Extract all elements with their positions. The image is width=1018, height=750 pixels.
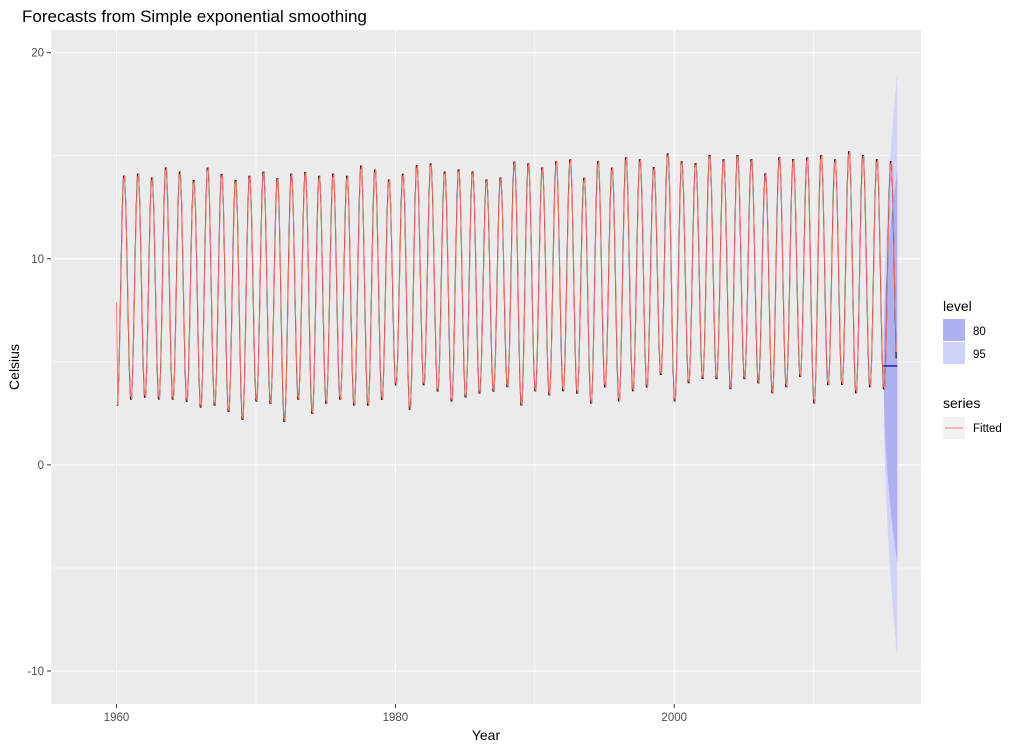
x-tick-label: 1980 [383,712,409,724]
y-axis-title: Celsius [6,344,22,390]
legend-key-80 [943,319,965,341]
y-tick-label: 10 [31,254,44,266]
legend-key-95 [943,342,965,364]
legend-label-fitted: Fitted [973,423,1002,435]
legend-label-95: 95 [973,349,986,361]
axes: 1960 1980 2000 -10 0 10 20 [27,48,687,724]
x-axis-title: Year [472,727,501,743]
legend-level-title: level [943,298,972,314]
y-tick-label: 20 [31,48,44,60]
x-tick-label: 2000 [661,712,687,724]
y-tick-label: -10 [27,666,44,678]
x-tick-label: 1960 [104,712,130,724]
legend-series-title: series [943,395,980,411]
legend: level 80 95 series Fitted [943,298,1002,439]
plot-panel [51,30,921,704]
fitted-series-line [116,151,897,422]
grid-lines [51,30,921,704]
legend-label-80: 80 [973,326,986,338]
chart-title: Forecasts from Simple exponential smooth… [22,7,367,26]
series-lines [116,151,898,422]
y-tick-label: 0 [38,460,44,472]
